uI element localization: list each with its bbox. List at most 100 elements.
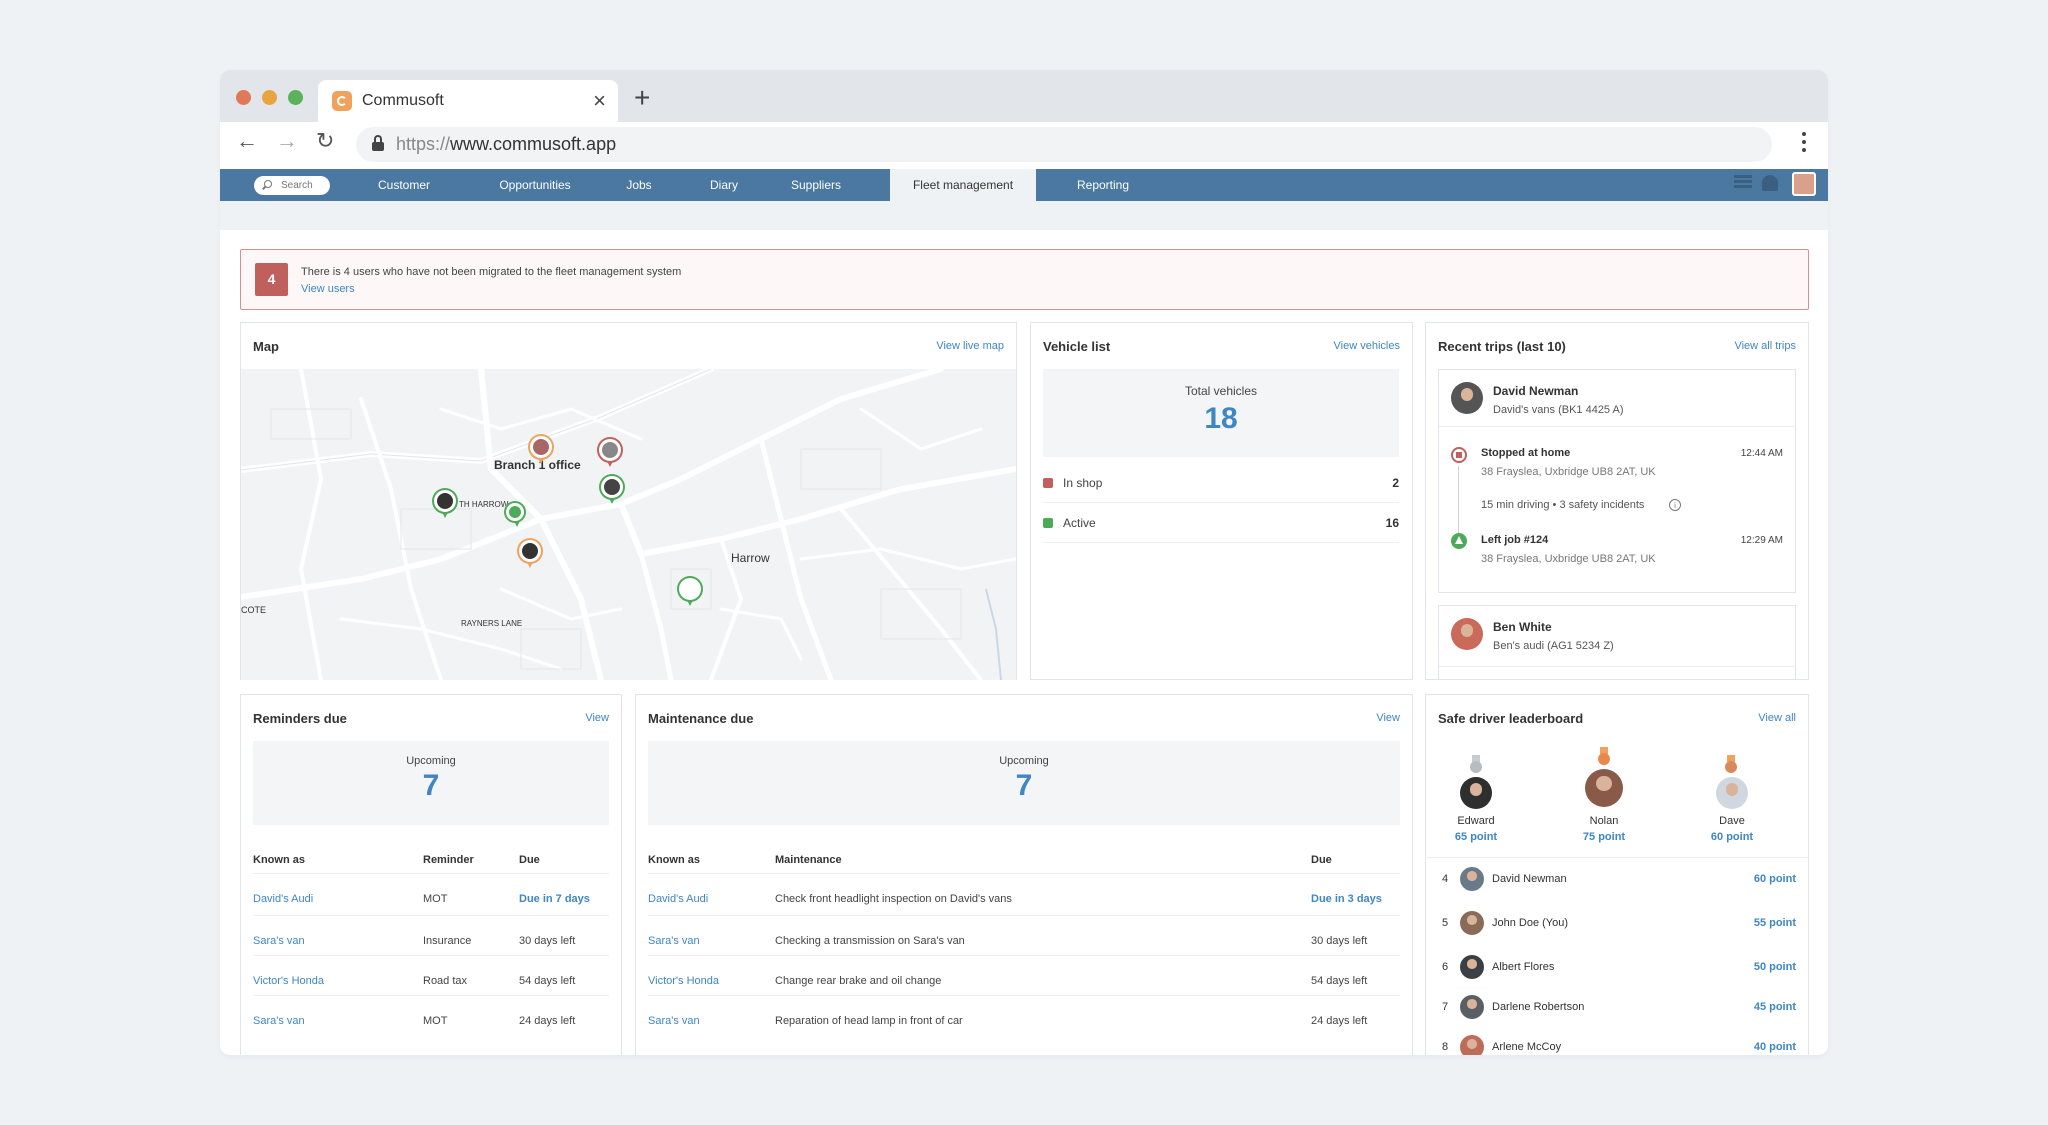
reminder-due: 54 days left: [519, 975, 576, 987]
stop-icon: [1451, 447, 1467, 463]
reminder-known-as-link[interactable]: Sara's van: [253, 935, 305, 947]
map-card: Map View live map: [240, 322, 1017, 680]
map-driver-pin[interactable]: [519, 540, 541, 568]
nav-item-opportunities[interactable]: Opportunities: [499, 178, 571, 192]
forward-arrow-icon[interactable]: →: [276, 128, 298, 153]
avatar: [1460, 995, 1484, 1019]
trip-vehicle: David's vans (BK1 4425 A): [1493, 404, 1624, 416]
address-bar: ← → ↻ https://www.commusoft.app: [220, 122, 1828, 169]
nav-item-reporting[interactable]: Reporting: [1076, 178, 1130, 192]
active-status-icon: [1043, 518, 1053, 528]
vehicle-status-row[interactable]: In shop 2: [1043, 463, 1399, 503]
column-header: Due: [519, 854, 540, 866]
reminder-type: Insurance: [423, 935, 472, 947]
bronze-medal-icon: [1724, 755, 1738, 773]
nav-item-fleet-management[interactable]: Fleet management: [890, 169, 1036, 201]
reminder-due: 24 days left: [519, 1015, 576, 1027]
upcoming-label: Upcoming: [999, 755, 1049, 767]
close-window-button[interactable]: [236, 90, 251, 105]
dashboard: 4 There is 4 users who have not been mig…: [220, 230, 1828, 1055]
map-user-pin[interactable]: [679, 578, 701, 606]
reminder-known-as-link[interactable]: Victor's Honda: [253, 975, 324, 987]
avatar: [1460, 955, 1484, 979]
leaderboard-driver-name: John Doe (You): [1492, 917, 1569, 929]
close-icon[interactable]: ×: [593, 88, 606, 113]
maintenance-description: Change rear brake and oil change: [775, 975, 942, 987]
leaderboard-driver-points: 60 point: [1753, 873, 1796, 885]
maximize-window-button[interactable]: [288, 90, 303, 105]
nav-item-suppliers[interactable]: Suppliers: [790, 178, 842, 192]
search-icon: [264, 180, 272, 188]
browser-tab[interactable]: Commusoft ×: [318, 80, 618, 122]
maintenance-known-as-link[interactable]: Victor's Honda: [648, 975, 719, 987]
map-office-pin[interactable]: [506, 503, 524, 527]
map-card-title: Map: [253, 339, 279, 354]
live-map[interactable]: Branch 1 office Harrow TH HARROW RAYNERS…: [241, 369, 1016, 680]
view-vehicles-link[interactable]: View vehicles: [1333, 340, 1400, 352]
url-text: https://www.commusoft.app: [396, 134, 617, 154]
reminders-card: Reminders due View Upcoming 7 Known as R…: [240, 694, 622, 1055]
trip-driver-name: David Newman: [1493, 384, 1579, 398]
reminder-known-as-link[interactable]: David's Audi: [253, 893, 314, 905]
total-vehicles-box: Total vehicles 18: [1043, 369, 1399, 457]
vehicle-list-card: Vehicle list View vehicles Total vehicle…: [1030, 322, 1413, 680]
reminder-type: MOT: [423, 1015, 448, 1027]
vehicle-status-row[interactable]: Active 16: [1043, 503, 1399, 543]
reminders-view-link[interactable]: View: [585, 712, 609, 724]
leaderboard-title: Safe driver leaderboard: [1438, 711, 1584, 726]
maintenance-known-as-link[interactable]: Sara's van: [648, 935, 700, 947]
reload-icon[interactable]: ↻: [316, 128, 335, 153]
hamburger-menu-icon[interactable]: [1734, 175, 1752, 189]
nav-item-diary[interactable]: Diary: [709, 178, 738, 192]
avatar: [1460, 867, 1484, 891]
view-live-map-link[interactable]: View live map: [936, 340, 1004, 352]
trip-start-address: 38 Frayslea, Uxbridge UB8 2AT, UK: [1481, 553, 1656, 565]
map-driver-pin[interactable]: [530, 436, 552, 464]
reminder-due: Due in 7 days: [519, 893, 590, 905]
browser-window: Commusoft × + ← → ↻ https://www.commusof…: [220, 70, 1828, 1055]
avatar: [1460, 1035, 1484, 1055]
info-icon[interactable]: i: [1669, 499, 1681, 511]
maintenance-view-link[interactable]: View: [1376, 712, 1400, 724]
avatar: [1585, 769, 1623, 807]
maintenance-due: 30 days left: [1311, 935, 1368, 947]
alert-count-badge: 4: [255, 263, 288, 296]
trip-item[interactable]: David Newman David's vans (BK1 4425 A) S…: [1438, 369, 1796, 593]
maintenance-known-as-link[interactable]: David's Audi: [648, 893, 709, 905]
map-driver-pin[interactable]: [599, 439, 621, 467]
trip-summary: 15 min driving • 3 safety incidents: [1481, 499, 1645, 511]
leaderboard-driver-name: Arlene McCoy: [1492, 1041, 1562, 1053]
avatar: [1451, 618, 1483, 650]
trip-driver-name: Ben White: [1493, 620, 1552, 634]
podium-driver-name: Nolan: [1589, 815, 1619, 827]
reminder-due: 30 days left: [519, 935, 576, 947]
recent-trips-title: Recent trips (last 10): [1438, 339, 1566, 354]
map-driver-pin[interactable]: [434, 490, 456, 518]
recent-trips-card: Recent trips (last 10) View all trips Da…: [1425, 322, 1809, 680]
view-all-trips-link[interactable]: View all trips: [1734, 340, 1796, 352]
maintenance-known-as-link[interactable]: Sara's van: [648, 1015, 700, 1027]
column-header: Maintenance: [775, 854, 842, 866]
trip-item[interactable]: Ben White Ben's audi (AG1 5234 Z): [1438, 605, 1796, 679]
new-tab-plus-icon[interactable]: +: [634, 82, 651, 113]
user-avatar[interactable]: [1792, 172, 1816, 196]
map-driver-pin[interactable]: [601, 476, 623, 504]
reminder-known-as-link[interactable]: Sara's van: [253, 1015, 305, 1027]
url-input[interactable]: https://www.commusoft.app: [356, 127, 1772, 162]
back-arrow-icon[interactable]: ←: [236, 128, 258, 153]
reminder-type: Road tax: [423, 975, 468, 987]
browser-menu-icon[interactable]: [1802, 132, 1806, 156]
bell-icon[interactable]: [1762, 175, 1778, 191]
leaderboard-view-all-link[interactable]: View all: [1758, 712, 1796, 724]
search-input[interactable]: Search: [254, 176, 330, 195]
nav-item-customer[interactable]: Customer: [377, 178, 430, 192]
tab-strip: Commusoft × +: [220, 70, 1828, 122]
minimize-window-button[interactable]: [262, 90, 277, 105]
reminder-type: MOT: [423, 893, 448, 905]
upcoming-value: 7: [422, 769, 440, 802]
leaderboard-card: Safe driver leaderboard View all Edward …: [1425, 694, 1809, 1055]
nav-item-jobs[interactable]: Jobs: [626, 178, 652, 192]
trip-start-title: Left job #124: [1481, 534, 1549, 546]
in-shop-status-icon: [1043, 478, 1053, 488]
view-users-link[interactable]: View users: [301, 283, 355, 295]
